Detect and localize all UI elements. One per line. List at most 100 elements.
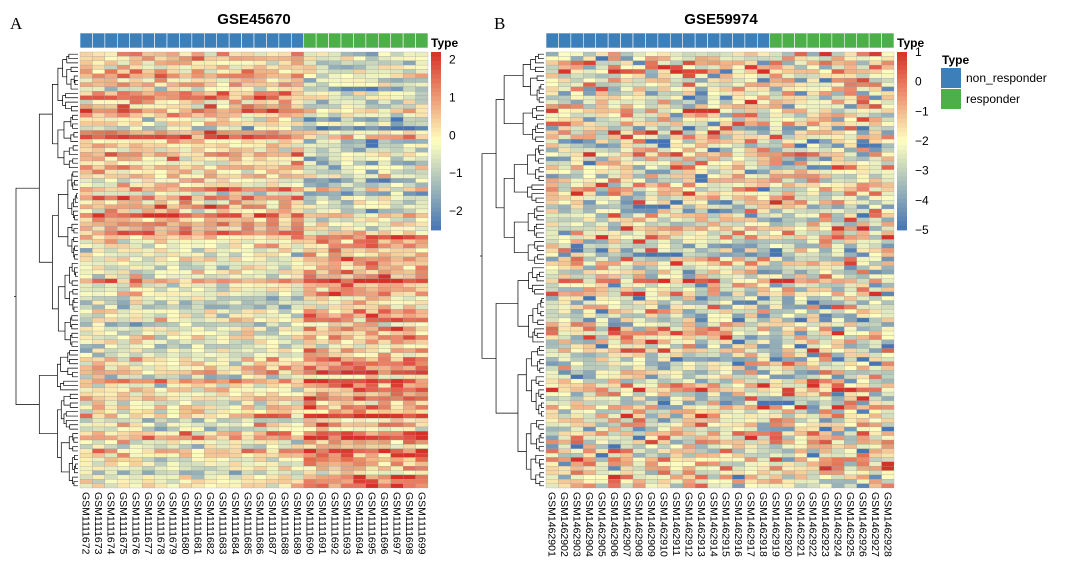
heatmap-cell xyxy=(216,69,230,74)
heatmap-cell xyxy=(570,143,584,149)
colorbar-segment xyxy=(431,100,441,106)
heatmap-cell xyxy=(403,147,416,153)
column-label: GSM1111673 xyxy=(92,492,104,555)
heatmap-cell xyxy=(744,269,758,275)
heatmap-cell xyxy=(583,248,596,253)
heatmap-cell xyxy=(881,104,895,109)
heatmap-cell xyxy=(757,335,770,340)
heatmap-cell xyxy=(545,121,559,127)
heatmap-cell xyxy=(117,139,130,144)
heatmap-cell xyxy=(670,173,683,179)
heatmap-cell xyxy=(645,64,658,70)
heatmap-cell xyxy=(415,439,429,445)
heatmap-cell xyxy=(241,461,255,467)
heatmap-cell xyxy=(303,256,317,262)
heatmap-cell xyxy=(794,173,808,179)
heatmap-cell xyxy=(844,178,857,183)
heatmap-cell xyxy=(191,282,205,288)
heatmap-cell xyxy=(403,230,416,236)
heatmap-cell xyxy=(881,82,895,88)
heatmap-cell xyxy=(291,191,304,197)
heatmap-cell xyxy=(769,204,783,210)
heatmap-cell xyxy=(316,287,329,292)
panel-a-dendrogram-branch xyxy=(68,147,78,155)
column-label: GSM1111689 xyxy=(291,492,303,555)
heatmap-cell xyxy=(378,422,391,428)
heatmap-cell xyxy=(732,64,745,70)
heatmap-cell xyxy=(682,330,696,336)
heatmap-cell xyxy=(104,125,118,131)
heatmap-cell xyxy=(545,248,559,253)
heatmap-cell xyxy=(545,108,559,114)
heatmap-cell xyxy=(179,99,192,105)
heatmap-cell xyxy=(216,317,230,323)
heatmap-cell xyxy=(104,479,118,484)
heatmap-cell xyxy=(253,117,267,122)
heatmap-cell xyxy=(316,274,329,279)
heatmap-cell xyxy=(732,269,745,275)
heatmap-cell xyxy=(831,330,845,336)
heatmap-cell xyxy=(670,200,683,205)
heatmap-cell xyxy=(303,221,317,227)
heatmap-cell xyxy=(154,204,168,210)
heatmap-cell xyxy=(204,121,217,127)
heatmap-cell xyxy=(353,409,366,415)
heatmap-cell xyxy=(104,357,118,362)
heatmap-cell xyxy=(819,165,832,170)
heatmap-cell xyxy=(278,152,292,157)
heatmap-cell xyxy=(732,317,745,323)
heatmap-cell xyxy=(142,239,155,244)
heatmap-cell xyxy=(241,234,255,240)
heatmap-cell xyxy=(632,287,646,292)
heatmap-cell xyxy=(657,326,671,332)
heatmap-cell xyxy=(241,391,255,397)
heatmap-cell xyxy=(328,217,342,223)
heatmap-cell xyxy=(117,152,130,157)
heatmap-cell xyxy=(378,134,391,140)
heatmap-cell xyxy=(328,173,342,179)
heatmap-cell xyxy=(856,191,870,197)
heatmap-cell xyxy=(545,86,559,92)
heatmap-cell xyxy=(204,357,217,362)
heatmap-cell xyxy=(340,78,354,83)
heatmap-cell xyxy=(253,256,267,262)
heatmap-cell xyxy=(365,387,379,393)
heatmap-cell xyxy=(340,444,354,449)
heatmap-cell xyxy=(869,243,882,249)
heatmap-cell xyxy=(316,357,329,362)
heatmap-cell xyxy=(844,139,857,144)
heatmap-cell xyxy=(732,243,745,249)
heatmap-cell xyxy=(558,335,571,340)
heatmap-cell xyxy=(79,466,93,471)
heatmap-cell xyxy=(719,278,733,284)
heatmap-cell xyxy=(303,357,317,362)
heatmap-cell xyxy=(365,418,379,423)
heatmap-cell xyxy=(241,330,255,336)
heatmap-cell xyxy=(340,435,354,441)
heatmap-cell xyxy=(608,117,621,122)
heatmap-cell xyxy=(831,165,845,170)
heatmap-cell xyxy=(794,91,808,96)
heatmap-cell xyxy=(353,64,366,70)
heatmap-cell xyxy=(278,208,292,214)
heatmap-cell xyxy=(757,195,770,201)
heatmap-cell xyxy=(570,278,584,284)
heatmap-cell xyxy=(328,117,342,122)
heatmap-cell xyxy=(844,287,857,292)
heatmap-cell xyxy=(166,143,180,149)
heatmap-cell xyxy=(670,335,683,340)
heatmap-cell xyxy=(806,143,820,149)
heatmap-cell xyxy=(632,296,646,301)
heatmap-cell xyxy=(869,226,882,231)
heatmap-cell xyxy=(216,91,230,96)
heatmap-cell xyxy=(303,239,317,244)
heatmap-cell xyxy=(645,274,658,279)
heatmap-cell xyxy=(881,147,895,153)
heatmap-cell xyxy=(403,60,416,66)
heatmap-cell xyxy=(769,200,783,205)
heatmap-cell xyxy=(104,378,118,384)
heatmap-cell xyxy=(595,134,609,140)
heatmap-cell xyxy=(545,339,559,345)
heatmap-cell xyxy=(378,139,391,144)
panel-b-dendrogram-branch xyxy=(528,315,533,338)
